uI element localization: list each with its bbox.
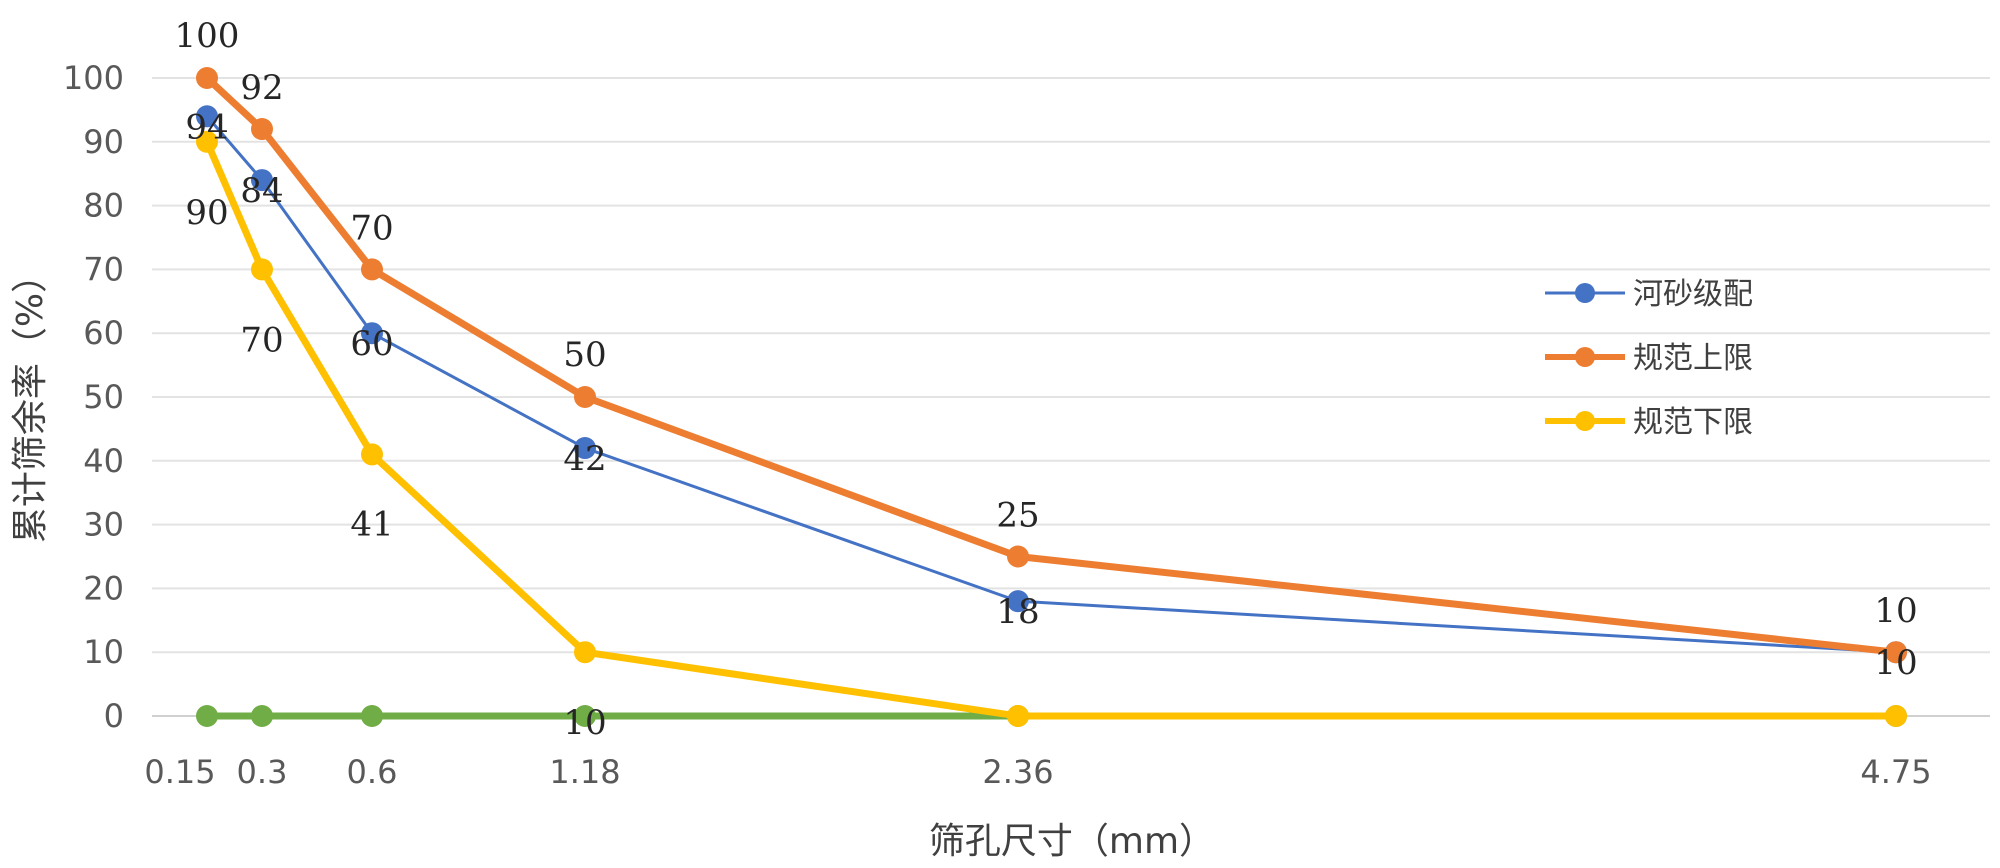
data-label: 100 (175, 16, 240, 56)
y-tick-label: 100 (63, 59, 124, 97)
data-point (361, 258, 383, 280)
y-tick-label: 50 (83, 378, 124, 416)
data-point (574, 386, 596, 408)
series-0 (196, 105, 1907, 663)
data-point (361, 705, 383, 727)
data-point (574, 641, 596, 663)
legend-marker (1575, 411, 1595, 431)
y-tick-label: 0 (104, 697, 124, 735)
y-tick-label: 30 (83, 506, 124, 544)
y-tick-label: 40 (83, 442, 124, 480)
data-point (1885, 705, 1907, 727)
data-label: 25 (996, 496, 1039, 536)
y-tick-label: 80 (83, 187, 124, 225)
data-point (361, 443, 383, 465)
legend-item: 规范上限 (1545, 341, 1753, 376)
data-label: 84 (240, 171, 283, 211)
y-axis-ticks: 0 10 20 30 40 50 60 70 80 90 100 (63, 59, 124, 735)
x-tick-label: 0.6 (347, 753, 398, 791)
grid-lines (152, 78, 1990, 716)
x-tick-label: 4.75 (1860, 753, 1931, 791)
y-tick-label: 10 (83, 633, 124, 671)
legend-marker (1575, 283, 1595, 303)
legend-label: 规范上限 (1633, 341, 1753, 376)
data-point (251, 705, 273, 727)
data-label: 94 (185, 107, 228, 147)
data-label: 10 (563, 703, 606, 743)
legend-item: 规范下限 (1545, 405, 1753, 440)
data-point (1007, 705, 1029, 727)
data-point (251, 258, 273, 280)
x-axis-ticks: 0.15 0.3 0.6 1.18 2.36 4.75 (144, 753, 1931, 791)
data-label: 10 (1874, 591, 1917, 631)
series-line (207, 116, 1896, 652)
x-axis-title: 筛孔尺寸（mm） (929, 821, 1215, 862)
data-label: 92 (240, 68, 283, 108)
legend-item: 河砂级配 (1545, 277, 1753, 312)
data-label: 42 (563, 439, 606, 479)
legend-label: 河砂级配 (1633, 277, 1753, 312)
data-label: 10 (1874, 643, 1917, 683)
data-point (251, 118, 273, 140)
x-tick-label: 0.15 (144, 753, 215, 791)
data-label: 50 (563, 335, 606, 375)
data-label: 70 (350, 208, 393, 248)
legend-label: 规范下限 (1633, 405, 1753, 440)
x-tick-label: 2.36 (982, 753, 1053, 791)
x-tick-label: 0.3 (237, 753, 288, 791)
data-point (196, 705, 218, 727)
legend-marker (1575, 347, 1595, 367)
data-label: 18 (996, 592, 1039, 632)
y-tick-label: 20 (83, 569, 124, 607)
y-tick-label: 90 (83, 123, 124, 161)
data-point (1007, 546, 1029, 568)
data-label: 90 (185, 193, 228, 233)
x-tick-label: 1.18 (549, 753, 620, 791)
y-tick-label: 60 (83, 314, 124, 352)
y-tick-label: 70 (83, 250, 124, 288)
data-label: 70 (240, 320, 283, 360)
y-axis-title: 累计筛余率（%） (10, 257, 51, 543)
data-point (196, 67, 218, 89)
data-label: 41 (350, 504, 393, 544)
data-label: 60 (350, 324, 393, 364)
